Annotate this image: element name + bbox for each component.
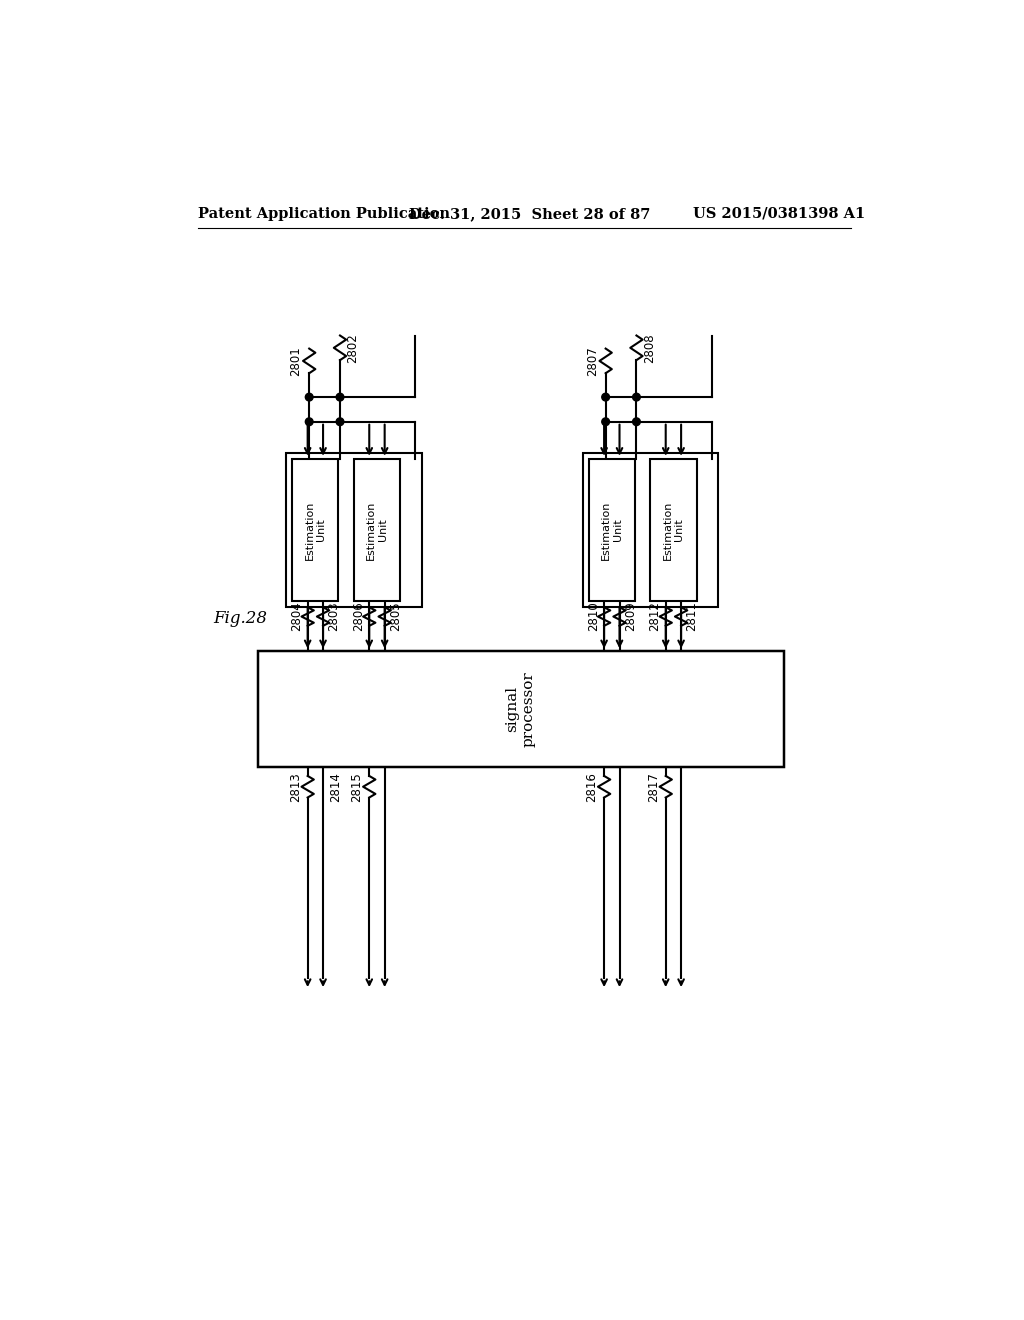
Text: 2814: 2814 xyxy=(329,772,342,801)
Text: 2811: 2811 xyxy=(685,602,698,631)
Text: signal
processor: signal processor xyxy=(506,671,536,747)
Text: 2805: 2805 xyxy=(389,602,402,631)
Text: US 2015/0381398 A1: US 2015/0381398 A1 xyxy=(692,207,865,220)
Circle shape xyxy=(602,393,609,401)
Bar xyxy=(589,459,635,601)
Text: Estimation
Unit: Estimation Unit xyxy=(367,500,388,560)
Circle shape xyxy=(305,418,313,425)
Text: 2817: 2817 xyxy=(647,772,659,801)
Text: 2803: 2803 xyxy=(328,602,340,631)
Circle shape xyxy=(336,393,344,401)
Text: 2801: 2801 xyxy=(290,346,303,376)
Text: 2813: 2813 xyxy=(289,772,302,801)
Circle shape xyxy=(633,418,640,425)
Circle shape xyxy=(336,418,344,425)
Circle shape xyxy=(633,393,640,401)
Bar xyxy=(583,453,718,607)
Bar xyxy=(354,459,400,601)
Text: Fig.28: Fig.28 xyxy=(214,610,267,627)
Text: 2802: 2802 xyxy=(346,333,359,363)
Text: Estimation
Unit: Estimation Unit xyxy=(304,500,327,560)
Text: 2816: 2816 xyxy=(586,772,598,801)
Text: 2807: 2807 xyxy=(586,346,599,376)
Bar xyxy=(258,651,783,767)
Text: 2809: 2809 xyxy=(624,602,637,631)
Text: 2804: 2804 xyxy=(291,602,303,631)
Text: 2806: 2806 xyxy=(352,602,365,631)
Text: Patent Application Publication: Patent Application Publication xyxy=(199,207,451,220)
Text: 2815: 2815 xyxy=(350,772,364,801)
Bar xyxy=(650,459,696,601)
Text: 2812: 2812 xyxy=(648,602,662,631)
Circle shape xyxy=(305,393,313,401)
Text: 2808: 2808 xyxy=(643,333,656,363)
Bar xyxy=(292,459,339,601)
Bar xyxy=(286,453,422,607)
Text: Estimation
Unit: Estimation Unit xyxy=(663,500,684,560)
Circle shape xyxy=(602,418,609,425)
Text: Estimation
Unit: Estimation Unit xyxy=(601,500,623,560)
Text: Dec. 31, 2015  Sheet 28 of 87: Dec. 31, 2015 Sheet 28 of 87 xyxy=(410,207,650,220)
Text: 2810: 2810 xyxy=(587,602,600,631)
